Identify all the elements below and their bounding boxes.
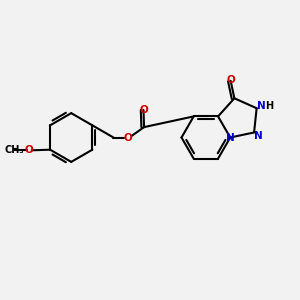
Text: CH₃: CH₃	[4, 145, 24, 155]
Text: H: H	[266, 101, 274, 111]
Text: N: N	[257, 100, 266, 110]
Text: O: O	[25, 145, 34, 155]
Text: O: O	[226, 75, 235, 85]
Text: N: N	[226, 133, 235, 142]
Text: O: O	[139, 105, 148, 115]
Text: O: O	[123, 133, 132, 142]
Text: N: N	[254, 131, 262, 141]
